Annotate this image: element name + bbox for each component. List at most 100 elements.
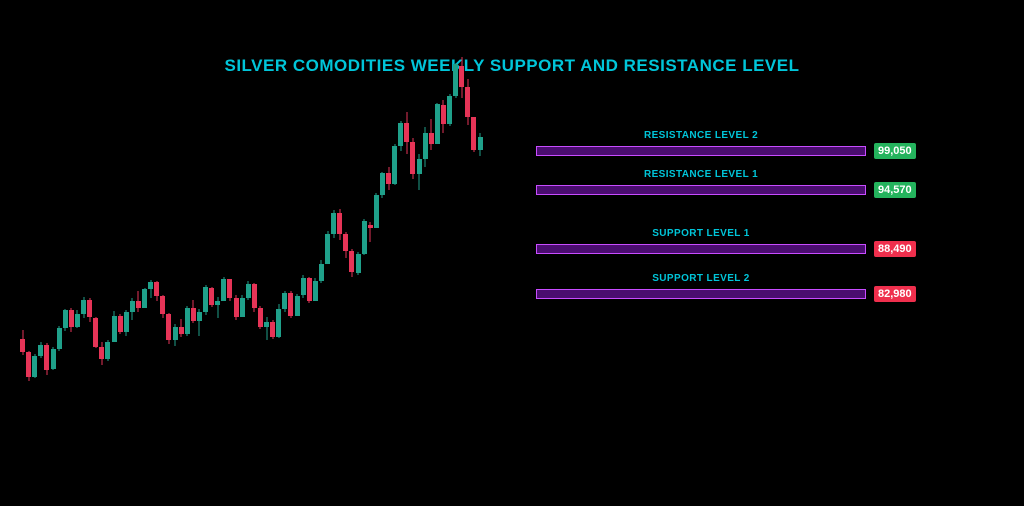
price-tag: 99,050 xyxy=(874,143,916,159)
candle xyxy=(252,0,257,410)
candle-body xyxy=(148,282,153,289)
candle xyxy=(185,0,190,410)
candle xyxy=(362,0,367,410)
candle-body xyxy=(240,298,245,318)
candle xyxy=(93,0,98,410)
candle-body xyxy=(81,300,86,315)
candle-body xyxy=(93,318,98,346)
candle xyxy=(179,0,184,410)
candle xyxy=(112,0,117,410)
candle-body xyxy=(435,104,440,144)
candle-body xyxy=(392,146,397,183)
candle xyxy=(136,0,141,410)
candle-body xyxy=(386,173,391,184)
candle xyxy=(459,0,464,410)
candle-body xyxy=(203,287,208,312)
candle-body xyxy=(319,264,324,282)
candle xyxy=(447,0,452,410)
price-tag: 88,490 xyxy=(874,241,916,257)
candle-body xyxy=(447,96,452,124)
candle xyxy=(99,0,104,410)
candle-body xyxy=(301,278,306,295)
candle xyxy=(478,0,483,410)
candle xyxy=(148,0,153,410)
candle xyxy=(264,0,269,410)
candle xyxy=(337,0,342,410)
candle xyxy=(118,0,123,410)
candle-body xyxy=(227,279,232,298)
candle-body xyxy=(221,279,226,300)
candle-body xyxy=(380,173,385,195)
candle xyxy=(429,0,434,410)
candle xyxy=(81,0,86,410)
candle-body xyxy=(197,312,202,321)
candle xyxy=(154,0,159,410)
price-tag: 82,980 xyxy=(874,286,916,302)
candle-body xyxy=(130,301,135,313)
candle-body xyxy=(471,117,476,150)
candle xyxy=(313,0,318,410)
candle xyxy=(423,0,428,410)
candle-body xyxy=(87,300,92,318)
candle xyxy=(404,0,409,410)
candle-body xyxy=(209,288,214,305)
candle xyxy=(331,0,336,410)
candle-body xyxy=(441,105,446,124)
candle xyxy=(63,0,68,410)
candle xyxy=(398,0,403,410)
candle xyxy=(105,0,110,410)
level-label: RESISTANCE LEVEL 1 xyxy=(644,169,758,180)
candle xyxy=(380,0,385,410)
candle xyxy=(240,0,245,410)
candle xyxy=(38,0,43,410)
candle-wick xyxy=(266,317,267,339)
candle-body xyxy=(154,282,159,296)
candle-body xyxy=(105,342,110,360)
candle xyxy=(343,0,348,410)
candle xyxy=(349,0,354,410)
candle xyxy=(227,0,232,410)
candle xyxy=(69,0,74,410)
candle-body xyxy=(112,316,117,341)
candle-body xyxy=(337,213,342,234)
candle-body xyxy=(252,284,257,307)
candle xyxy=(441,0,446,410)
level-label: SUPPORT LEVEL 1 xyxy=(652,228,750,239)
candle xyxy=(142,0,147,410)
candle xyxy=(173,0,178,410)
candle xyxy=(410,0,415,410)
candle xyxy=(288,0,293,410)
level-bar xyxy=(536,289,866,299)
candle-body xyxy=(32,356,37,377)
candle-body xyxy=(270,322,275,337)
candle-body xyxy=(142,289,147,309)
level-label: RESISTANCE LEVEL 2 xyxy=(644,130,758,141)
candle-body xyxy=(453,64,458,95)
candle xyxy=(471,0,476,410)
candle-body xyxy=(276,309,281,336)
candle xyxy=(276,0,281,410)
candle xyxy=(392,0,397,410)
candle-body xyxy=(423,133,428,159)
candle-body xyxy=(166,314,171,339)
level-bar xyxy=(536,185,866,195)
candle-body xyxy=(374,195,379,228)
candle xyxy=(258,0,263,410)
candle-body xyxy=(215,301,220,305)
candle-body xyxy=(124,312,129,332)
candle-body xyxy=(26,352,31,376)
candle-body xyxy=(69,310,74,327)
candle xyxy=(295,0,300,410)
candle-body xyxy=(410,142,415,174)
candle-body xyxy=(362,221,367,254)
candle xyxy=(75,0,80,410)
candle-body xyxy=(356,254,361,274)
candle-body xyxy=(429,133,434,145)
candle-body xyxy=(288,293,293,316)
candle-body xyxy=(51,349,56,369)
candle-body xyxy=(307,278,312,300)
candle xyxy=(282,0,287,410)
candle xyxy=(356,0,361,410)
candle-body xyxy=(63,310,68,328)
candle xyxy=(124,0,129,410)
